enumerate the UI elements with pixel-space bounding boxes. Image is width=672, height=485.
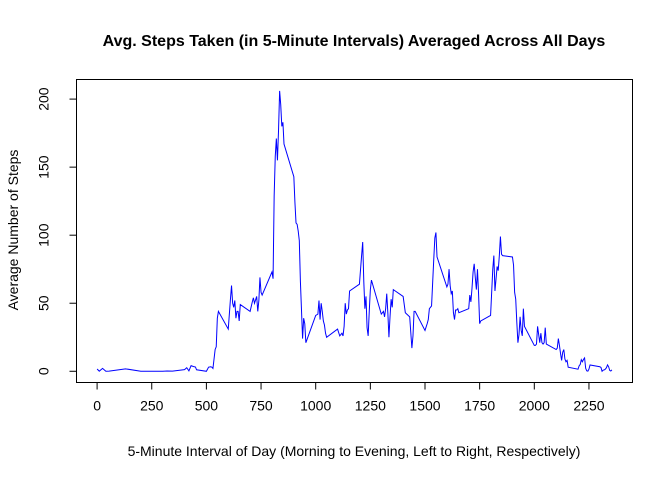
y-axis-label: Average Number of Steps bbox=[5, 150, 21, 311]
x-tick-label: 1000 bbox=[300, 398, 331, 414]
y-tick-label: 100 bbox=[36, 223, 52, 247]
x-tick-label: 1250 bbox=[355, 398, 386, 414]
chart-title: Avg. Steps Taken (in 5-Minute Intervals)… bbox=[103, 33, 606, 50]
x-tick-label: 750 bbox=[249, 398, 273, 414]
x-tick-label: 2000 bbox=[519, 398, 550, 414]
x-tick-label: 1500 bbox=[409, 398, 440, 414]
x-tick-label: 0 bbox=[93, 398, 101, 414]
x-axis-label: 5-Minute Interval of Day (Morning to Eve… bbox=[128, 443, 581, 459]
y-tick-label: 0 bbox=[36, 367, 52, 375]
data-line bbox=[96, 90, 613, 373]
y-tick-label: 150 bbox=[36, 155, 52, 179]
x-tick-label: 250 bbox=[140, 398, 164, 414]
x-tick-label: 1750 bbox=[464, 398, 495, 414]
x-tick-label: 2250 bbox=[573, 398, 604, 414]
y-tick-label: 200 bbox=[36, 87, 52, 111]
y-tick-label: 50 bbox=[36, 295, 52, 311]
x-tick-label: 500 bbox=[195, 398, 219, 414]
